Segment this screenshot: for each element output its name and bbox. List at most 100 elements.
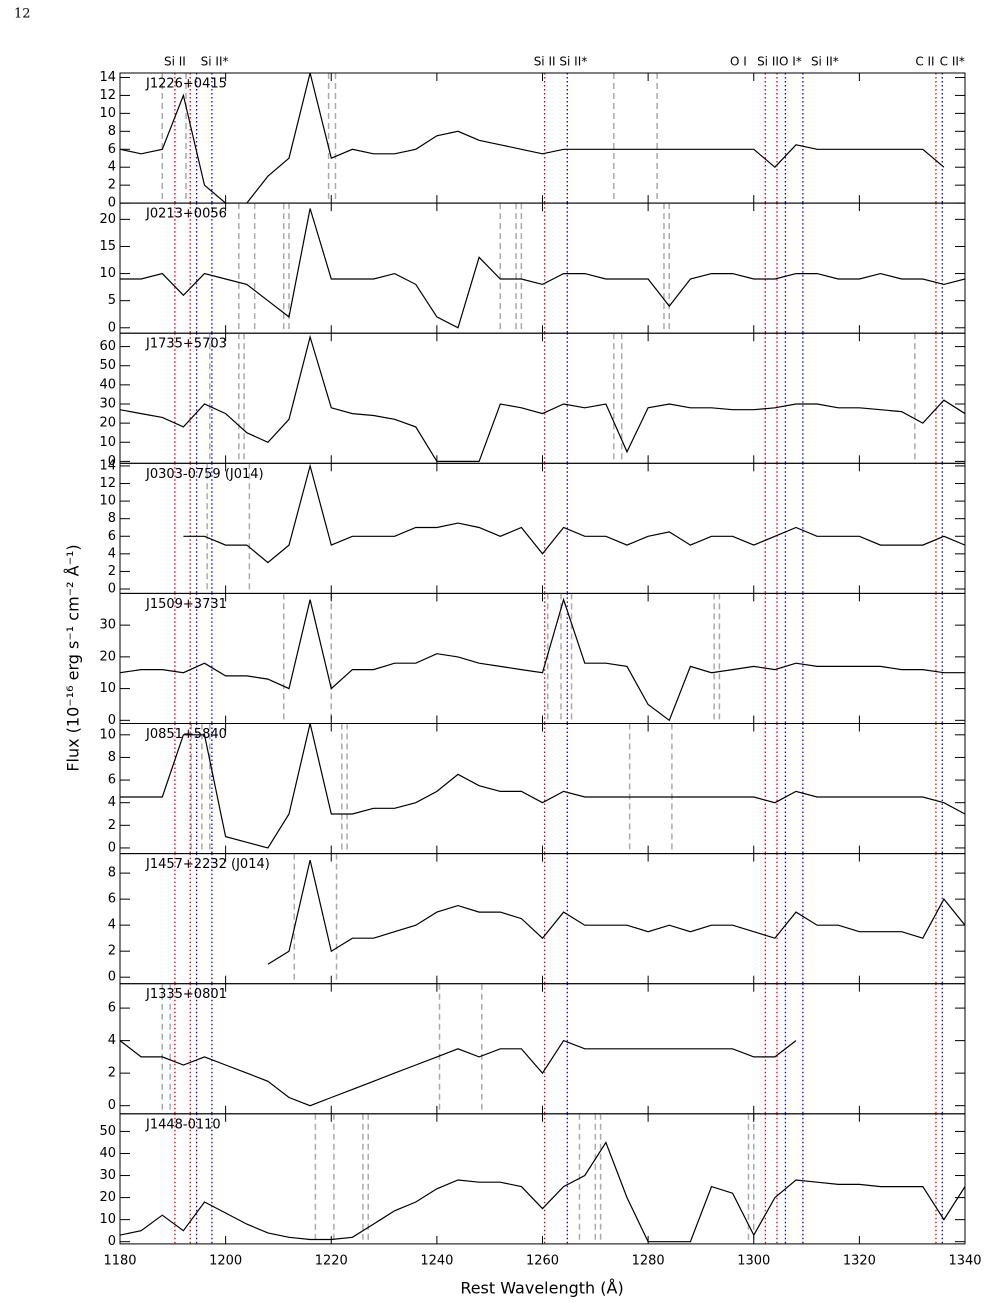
y-tick-label: 4 [108,160,116,175]
y-tick-label: 5 [108,293,116,308]
y-tick-label: 15 [99,239,116,254]
y-tick-label: 8 [108,124,116,139]
y-tick-label: 8 [108,511,116,526]
transition-label: Si II [534,55,556,69]
panel-title: J0303-0759 (J014) [145,467,264,482]
panel-title: J1509+3731 [145,597,227,612]
panel-title: J1448-0110 [145,1117,221,1132]
y-tick-label: 2 [108,818,116,833]
y-tick-label: 0 [108,320,116,335]
x-tick-label: 1300 [737,1253,770,1268]
y-tick-label: 20 [99,416,116,431]
y-tick-label: 30 [99,618,116,633]
spectrum [267,859,965,965]
y-tick-label: 10 [99,727,116,742]
y-tick-label: 2 [108,178,116,193]
spectrum [183,463,965,564]
y-tick-label: 4 [108,1033,116,1048]
y-tick-label: 0 [108,840,116,855]
transition-label: C II [915,55,934,69]
y-tick-label: 0 [108,196,116,211]
transition-label: Si II* [201,55,229,69]
panel-title: J1226+0415 [145,77,227,92]
y-tick-label: 0 [108,454,116,469]
panel-title: J1735+5703 [145,337,227,352]
y-tick-label: 10 [99,435,116,450]
panel-title: J1457+2232 (J014) [145,857,270,872]
panel-frame [119,983,966,1115]
y-tick-label: 20 [99,649,116,664]
panel-frame [119,72,966,204]
y-tick-label: 10 [99,1212,116,1227]
spectrum [120,1141,965,1243]
y-tick-label: 60 [99,339,116,354]
transition-label: O I [730,55,747,69]
y-tick-label: 10 [99,494,116,509]
spectrum [120,334,965,462]
x-tick-label: 1280 [632,1253,665,1268]
y-tick-label: 40 [99,1146,116,1161]
y-tick-label: 10 [99,266,116,281]
x-tick-label: 1340 [948,1253,981,1268]
y-tick-label: 12 [99,476,116,491]
transition-label: C II* [940,55,965,69]
y-tick-label: 6 [108,1001,116,1016]
panel-frame [119,332,966,464]
x-axis-label: Rest Wavelength (Å) [460,1279,623,1298]
panel-frame [119,853,966,985]
y-axis-label: Flux (10⁻¹⁶ erg s⁻¹ cm⁻² Å⁻¹) [64,544,83,771]
y-tick-label: 14 [99,70,116,85]
page-number: 12 [14,7,31,22]
spectrum [120,208,965,329]
y-tick-label: 30 [99,1168,116,1183]
spectrum [120,1039,797,1107]
y-tick-label: 40 [99,377,116,392]
panel-title: J0213+0056 [145,207,227,222]
transition-label: Si II* [559,55,587,69]
y-tick-label: 50 [99,358,116,373]
y-tick-label: 0 [108,1098,116,1113]
y-tick-label: 20 [99,212,116,227]
y-tick-label: 0 [108,970,116,985]
transition-label: Si II [164,55,186,69]
panel-frame [119,592,966,725]
y-tick-label: 10 [99,106,116,121]
y-tick-label: 4 [108,795,116,810]
y-tick-label: 50 [99,1124,116,1139]
y-tick-label: 8 [108,750,116,765]
y-tick-label: 6 [108,892,116,907]
y-tick-label: 10 [99,681,116,696]
transition-label: Si II [757,55,779,69]
x-tick-label: 1240 [420,1253,453,1268]
y-tick-label: 14 [99,458,116,473]
spectrum [120,73,945,204]
panel-frame [119,723,966,855]
y-tick-label: 4 [108,546,116,561]
y-tick-label: 2 [108,1066,116,1081]
x-tick-label: 1220 [315,1253,348,1268]
panel-frame [119,462,966,594]
y-tick-label: 2 [108,944,116,959]
y-tick-label: 0 [108,582,116,597]
transition-label: Si II* [811,55,839,69]
transition-label: O I* [779,55,802,69]
y-tick-label: 6 [108,773,116,788]
y-tick-label: 6 [108,529,116,544]
panel-frame [119,202,966,334]
spectrum [120,597,965,722]
spectrum [120,723,965,849]
x-tick-label: 1200 [209,1253,242,1268]
y-tick-label: 20 [99,1190,116,1205]
y-tick-label: 12 [99,88,116,103]
y-tick-label: 6 [108,142,116,157]
x-tick-label: 1260 [526,1253,559,1268]
y-tick-label: 4 [108,918,116,933]
y-tick-label: 0 [108,1234,116,1249]
y-tick-label: 30 [99,396,116,411]
y-tick-label: 8 [108,866,116,881]
y-tick-label: 2 [108,564,116,579]
panel-title: J1335+0801 [145,987,227,1002]
y-tick-label: 0 [108,713,116,728]
panel-title: J0851+5840 [145,727,227,742]
